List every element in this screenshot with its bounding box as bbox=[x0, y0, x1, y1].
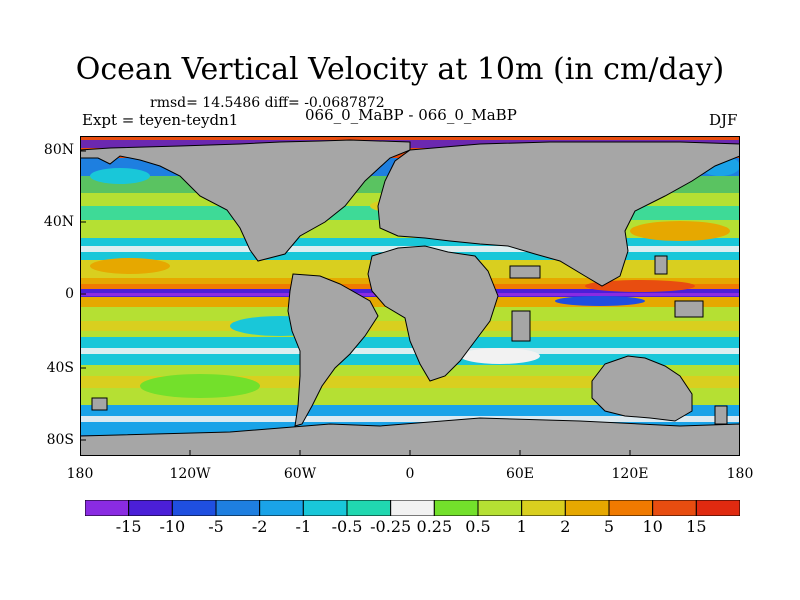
colorbar-swatch bbox=[652, 500, 697, 516]
colorbar-swatch bbox=[85, 500, 130, 516]
colorbar-label: -10 bbox=[159, 517, 186, 536]
north-america bbox=[80, 139, 411, 262]
antarctica bbox=[80, 417, 740, 456]
australia bbox=[591, 355, 693, 422]
x-axis-label-120w: 120W bbox=[169, 466, 211, 482]
colorbar-label: -1 bbox=[295, 517, 312, 536]
colorbar-swatch bbox=[171, 500, 217, 516]
island bbox=[654, 255, 668, 275]
chart-title: Ocean Vertical Velocity at 10m (in cm/da… bbox=[75, 52, 725, 87]
colorbar-label: 2 bbox=[560, 517, 571, 536]
colorbar-label: -15 bbox=[115, 517, 142, 536]
colorbar bbox=[85, 500, 740, 516]
south-america bbox=[287, 273, 379, 427]
colorbar-swatch bbox=[608, 500, 654, 516]
colorbar-label: 0.25 bbox=[416, 517, 453, 536]
island bbox=[674, 300, 704, 318]
y-axis-label-0: 0 bbox=[65, 286, 74, 302]
colorbar-label: 5 bbox=[603, 517, 615, 536]
island bbox=[509, 265, 541, 279]
colorbar-label: 10 bbox=[642, 517, 663, 536]
colorbar-label: -2 bbox=[251, 517, 268, 536]
colorbar-swatch bbox=[477, 500, 523, 516]
colorbar-swatch bbox=[215, 500, 261, 516]
season-label: DJF bbox=[709, 111, 738, 129]
map-panel bbox=[80, 136, 740, 456]
colorbar-label: -0.5 bbox=[331, 517, 363, 536]
x-axis-label-180w: 180 bbox=[66, 466, 94, 482]
colorbar-swatch bbox=[521, 500, 566, 516]
x-axis-label-0: 0 bbox=[405, 466, 415, 482]
experiment-label: Expt = teyen-teydn1 bbox=[82, 111, 239, 129]
colorbar-swatch bbox=[302, 500, 348, 516]
x-axis-label-60e: 60E bbox=[505, 466, 535, 482]
y-axis-label-80s: 80S bbox=[46, 432, 74, 448]
island bbox=[511, 310, 531, 342]
colorbar-swatch bbox=[128, 500, 173, 516]
map-ticks bbox=[80, 150, 631, 456]
x-axis-label-120e: 120E bbox=[611, 466, 649, 482]
africa bbox=[367, 245, 499, 382]
colorbar-swatch bbox=[390, 500, 435, 516]
colorbar-swatch bbox=[346, 500, 392, 516]
colorbar-swatch bbox=[433, 500, 479, 516]
y-axis-label-80n: 80N bbox=[43, 142, 74, 158]
island bbox=[91, 397, 108, 411]
colorbar-label: 15 bbox=[686, 517, 707, 536]
y-axis-label-40s: 40S bbox=[46, 360, 74, 376]
colorbar-label: 1 bbox=[516, 517, 527, 536]
colorbar-swatch bbox=[564, 500, 610, 516]
eurasia bbox=[377, 141, 740, 287]
subtitle: 066_0_MaBP - 066_0_MaBP bbox=[305, 106, 517, 124]
colorbar-swatch bbox=[695, 500, 740, 516]
colorbar-label: -0.25 bbox=[370, 517, 412, 536]
x-axis-label-180e: 180 bbox=[726, 466, 754, 482]
island bbox=[714, 405, 728, 425]
colorbar-swatch bbox=[259, 500, 304, 516]
x-axis-label-60w: 60W bbox=[283, 466, 317, 482]
colorbar-label: 0.5 bbox=[465, 517, 491, 536]
colorbar-label: -5 bbox=[208, 517, 224, 536]
stats-text: rmsd= 14.5486 diff= -0.0687872 bbox=[150, 95, 385, 111]
y-axis-label-40n: 40N bbox=[43, 214, 74, 230]
land-masses bbox=[80, 139, 740, 456]
